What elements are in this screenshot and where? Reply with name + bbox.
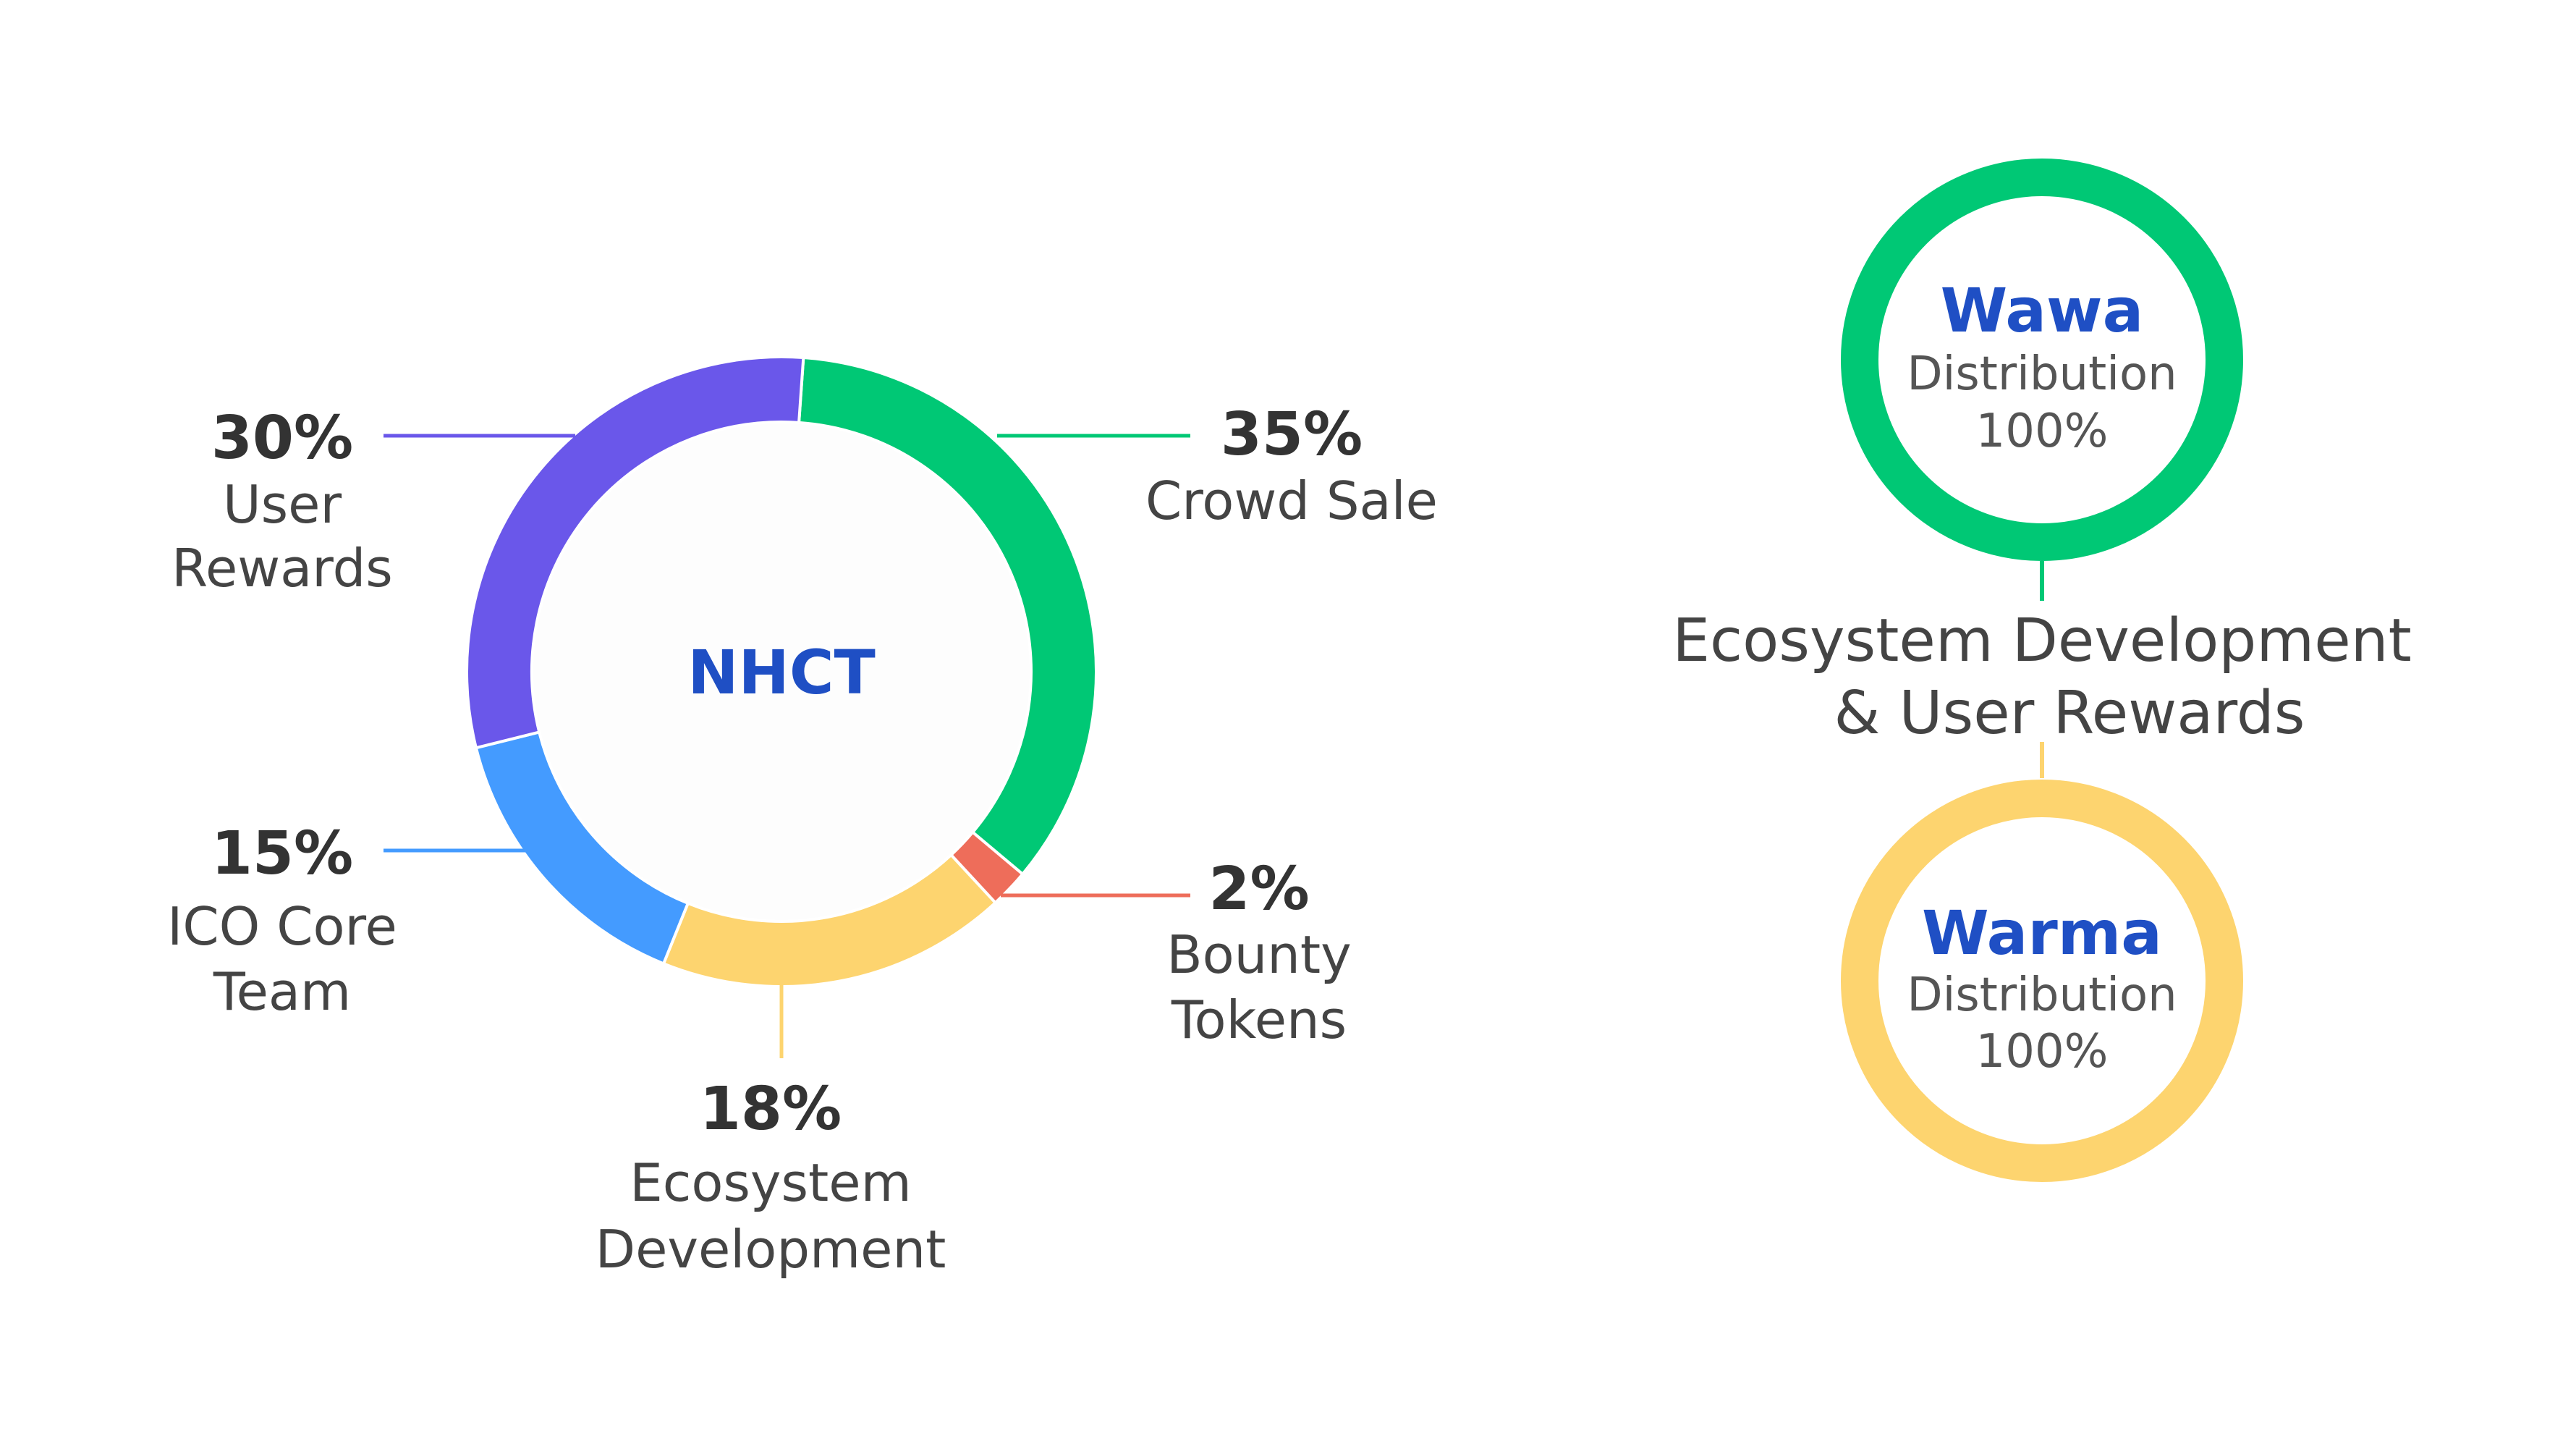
slice-label-line: Rewards [171,538,393,599]
donut-slice-user-rewards [465,355,805,750]
donut-center-label: NHCT [687,637,876,708]
shared-label-line: & User Rewards [1834,679,2305,748]
shared-label-line: Ecosystem Development [1672,607,2412,675]
slice-label-bounty-tokens: 2% Bounty Tokens [1166,855,1352,1050]
leader-lines [384,434,1190,1058]
warma-ring-circle [1841,780,2243,1182]
slice-pct: 35% [1221,400,1363,469]
donut-center-disc [499,389,1064,954]
nhct-donut-chart: NHCT [465,355,1098,988]
slice-label-line: ICO Core [167,896,397,957]
wawa-ring: Wawa Distribution 100% [1841,159,2243,561]
wawa-ring-circle [1841,159,2243,561]
donut-slices [465,355,1098,988]
slice-label-line: Bounty [1166,924,1352,985]
wawa-title: Wawa [1941,275,2144,346]
slice-label-line: Crowd Sale [1145,470,1438,531]
slice-label-line: User [223,474,342,535]
donut-slice-crowd-sale [797,355,1098,877]
slice-pct: 18% [700,1075,842,1144]
slice-label-user-rewards: 30% User Rewards [171,404,393,599]
slice-pct: 30% [211,404,353,473]
warma-title: Warma [1922,898,2162,968]
slice-label-ico-core-team: 15% ICO Core Team [167,819,397,1022]
slice-label-ecosystem-development: 18% Ecosystem Development [596,1075,946,1280]
slice-label-crowd-sale: 35% Crowd Sale [1145,400,1438,531]
slice-pct: 15% [211,819,353,888]
wawa-subtitle: Distribution [1907,347,2177,401]
warma-subtitle: Distribution [1907,968,2177,1022]
slice-label-line: Team [213,961,351,1022]
warma-value: 100% [1976,1025,2109,1078]
slice-label-line: Ecosystem [630,1152,911,1213]
slice-label-line: Development [596,1219,946,1280]
warma-ring: Warma Distribution 100% [1841,780,2243,1182]
slice-pct: 2% [1208,855,1309,924]
slice-label-line: Tokens [1171,989,1347,1050]
wawa-value: 100% [1976,405,2109,458]
